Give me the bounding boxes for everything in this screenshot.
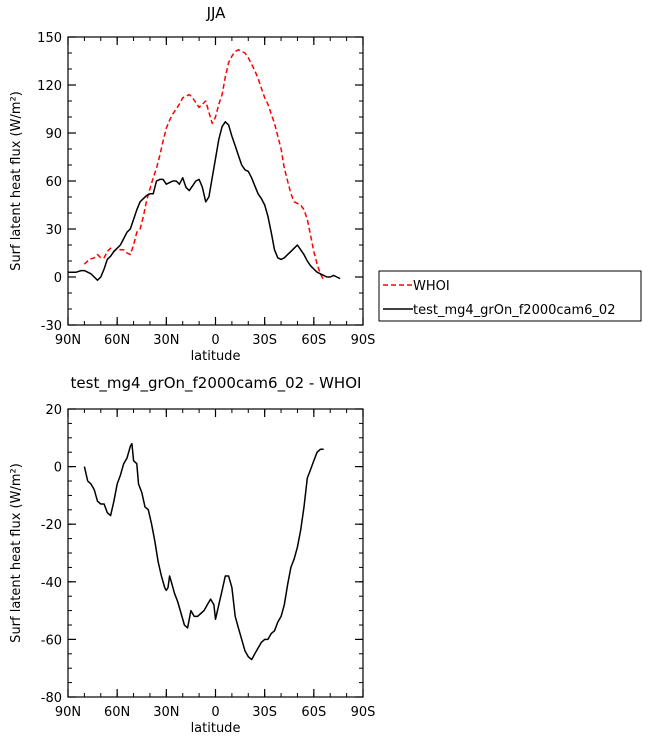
chart-1-x-tick-label: 60N — [104, 333, 130, 348]
chart-1-y-tick-label: 60 — [45, 175, 62, 190]
chart-1-series-line-2 — [68, 121, 341, 281]
chart-1-title: JJA — [206, 4, 227, 22]
chart-1-y-tick-label: 0 — [54, 271, 62, 286]
chart-1-y-axis-label: Surf latent heat flux (W/m²) — [9, 91, 24, 271]
chart-2-x-tick-label: 60N — [104, 705, 130, 720]
chart-2-x-tick-label: 0 — [211, 705, 219, 720]
chart-1-legend-label-1: WHOI — [413, 279, 450, 294]
chart-2-x-tick-label: 30N — [153, 705, 179, 720]
chart-2-x-tick-label: 30S — [252, 705, 277, 720]
chart-2-y-tick-label: 20 — [45, 403, 62, 418]
chart-2-title: test_mg4_grOn_f2000cam6_02 - WHOI — [71, 374, 362, 393]
chart-2-y-tick-label: -40 — [41, 576, 62, 591]
chart-2-y-tick-label: 0 — [54, 461, 62, 476]
chart-1-y-tick-label: 120 — [37, 79, 62, 94]
chart-1-x-tick-label: 90N — [55, 333, 81, 348]
chart-2-y-axis-label: Surf latent heat flux (W/m²) — [9, 463, 24, 643]
chart-1-series-line-1 — [83, 49, 325, 281]
chart-2-x-tick-label: 90N — [55, 705, 81, 720]
chart-2-x-tick-label: 90S — [351, 705, 376, 720]
chart-2-y-tick-label: -80 — [41, 691, 62, 706]
chart-1-y-tick-label: 90 — [45, 127, 62, 142]
chart-1-plot: -30 0 30 60 90 120 150 90N 60N 30N 0 30S 60S 90S latit… — [9, 31, 642, 364]
chart-1-x-tick-label: 30N — [153, 333, 179, 348]
chart-2-plot-frame — [67, 408, 364, 698]
chart-1-x-axis-label: latitude — [191, 349, 241, 364]
chart-2-y-tick-label: -60 — [41, 633, 62, 648]
chart-2-y-tick-label: -20 — [41, 518, 62, 533]
chart-2-x-axis-label: latitude — [191, 721, 241, 736]
chart-1-x-tick-label: 30S — [252, 333, 277, 348]
chart-1-x-tick-label: 90S — [351, 333, 376, 348]
chart-1-y-tick-label: 150 — [37, 31, 62, 46]
chart-2-x-tick-label: 60S — [301, 705, 326, 720]
chart-1-legend-box — [378, 270, 642, 322]
chart-1-x-tick-label: 60S — [301, 333, 326, 348]
chart-1-legend: WHOI test_mg4_grOn_f2000cam6_02 — [378, 270, 642, 322]
chart-2-plot: -80 -60 -40 -20 0 20 90N 60N 30N 0 30S 60S 90S latitu… — [9, 403, 375, 736]
chart-1-x-tick-label: 0 — [211, 333, 219, 348]
chart-2-series-line-1 — [83, 442, 324, 661]
chart-1-legend-label-2: test_mg4_grOn_f2000cam6_02 — [413, 303, 615, 318]
chart-1-y-tick-label: -30 — [41, 319, 62, 334]
chart-1-plot-frame — [67, 36, 364, 326]
chart-1-y-tick-label: 30 — [45, 223, 62, 238]
